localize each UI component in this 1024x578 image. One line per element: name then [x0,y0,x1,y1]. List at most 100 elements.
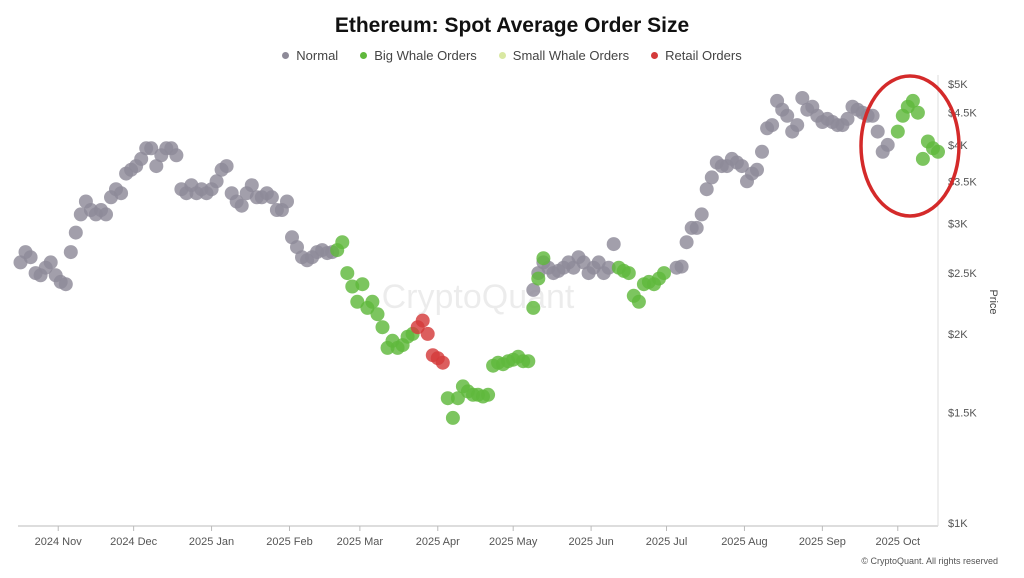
data-point-big-whale-orders [355,277,370,292]
watermark-text: CryptoQuant [382,278,575,316]
data-point-big-whale-orders [365,294,380,309]
data-point-normal [606,237,621,252]
data-point-normal [23,250,38,265]
data-point-normal [790,118,805,133]
legend-label-retail: Retail Orders [665,48,742,63]
y-axis: $1K$1.5K$2K$2.5K$3K$3.5K$4K$4.5K$5K [948,79,977,530]
data-point-big-whale-orders [350,294,365,309]
data-point-normal [765,118,780,133]
x-tick-label: 2025 Feb [266,536,312,548]
data-point-normal [209,174,224,189]
data-point-normal [526,282,541,297]
data-point-big-whale-orders [450,391,465,406]
data-point-big-whale-orders [440,391,455,406]
data-point-normal [870,124,885,139]
data-point-normal [58,277,73,292]
data-point-big-whale-orders [526,300,541,315]
series-layer [13,91,945,425]
chart-title: Ethereum: Spot Average Order Size [334,14,690,37]
data-point-normal [674,259,689,274]
legend-marker-retail [651,52,659,59]
x-tick-label: 2025 Mar [337,536,384,548]
legend-item-normal[interactable]: Normal [282,48,338,63]
data-point-normal [704,170,719,185]
data-point-big-whale-orders [481,387,496,402]
data-point-retail-orders [435,355,450,370]
y-tick-label: $1K [948,518,968,530]
chart-legend: Normal Big Whale Orders Small Whale Orde… [0,48,1024,63]
data-point-normal [840,111,855,126]
legend-marker-big-whale [360,52,368,59]
data-point-normal [244,178,259,193]
legend-item-retail[interactable]: Retail Orders [651,48,742,63]
data-point-normal [880,137,895,152]
y-tick-label: $2K [948,329,968,341]
data-point-normal [68,225,83,240]
data-point-normal [134,151,149,166]
x-tick-label: 2025 Apr [416,536,460,548]
data-point-big-whale-orders [631,294,646,309]
legend-label-normal: Normal [296,48,339,63]
data-point-normal [99,207,113,222]
data-point-big-whale-orders [905,93,920,108]
data-point-normal [689,220,704,235]
data-point-big-whale-orders [445,410,460,425]
highlight-ellipse [859,74,961,218]
legend-item-small-whale[interactable]: Small Whale Orders [498,48,630,63]
data-point-normal [755,144,769,159]
y-axis-label: Price [987,289,999,314]
data-point-normal [750,162,764,177]
copyright-credit: © CryptoQuant. All rights reserved [861,556,998,566]
data-point-normal [264,190,279,205]
x-tick-label: 2025 Jul [646,536,688,548]
data-point-normal [280,194,294,209]
data-point-big-whale-orders [521,354,536,369]
data-point-big-whale-orders [890,124,905,139]
legend-marker-normal [282,52,290,59]
data-point-big-whale-orders [531,271,546,286]
data-point-big-whale-orders [910,105,925,120]
data-point-retail-orders [420,326,435,341]
legend-item-big-whale[interactable]: Big Whale Orders [360,48,477,63]
y-tick-label: $5K [948,79,968,91]
x-tick-label: 2025 Sep [799,536,846,548]
y-tick-label: $3.5K [948,176,977,188]
x-tick-label: 2025 Jun [568,536,613,548]
legend-marker-small-whale [498,52,506,59]
x-tick-label: 2025 Oct [875,536,920,548]
x-tick-label: 2024 Dec [110,536,158,548]
data-point-big-whale-orders [657,266,671,281]
data-point-normal [795,91,810,105]
data-point-normal [149,159,164,174]
data-point-normal [219,159,234,174]
data-point-normal [144,141,159,156]
x-tick-label: 2025 May [489,536,538,548]
data-point-normal [694,207,709,222]
x-tick-label: 2025 Jan [189,536,234,548]
data-point-normal [169,148,184,163]
data-point-big-whale-orders [375,320,390,335]
data-point-big-whale-orders [621,266,636,281]
x-tick-label: 2024 Nov [35,536,83,548]
series-normal [13,91,895,297]
legend-label-small-whale: Small Whale Orders [512,48,630,63]
data-point-normal [780,108,795,123]
data-point-big-whale-orders [536,251,551,266]
data-point-normal [63,245,78,260]
data-point-big-whale-orders [340,266,355,281]
data-point-normal [234,198,249,213]
x-tick-label: 2025 Aug [721,536,768,548]
data-point-normal [699,182,714,197]
series-retail-orders [410,313,450,370]
data-point-big-whale-orders [370,307,385,322]
x-axis: 2024 Nov 2024 Dec 2025 Jan 2025 Feb 2025 Mar… [35,526,920,548]
data-point-normal [601,260,616,275]
data-point-big-whale-orders [335,235,350,250]
series-big-whale-orders [330,93,945,425]
data-point-normal [114,186,129,201]
data-point-big-whale-orders [931,144,945,159]
data-point-normal [43,255,58,270]
data-point-normal [865,108,880,123]
data-point-normal [679,235,694,250]
